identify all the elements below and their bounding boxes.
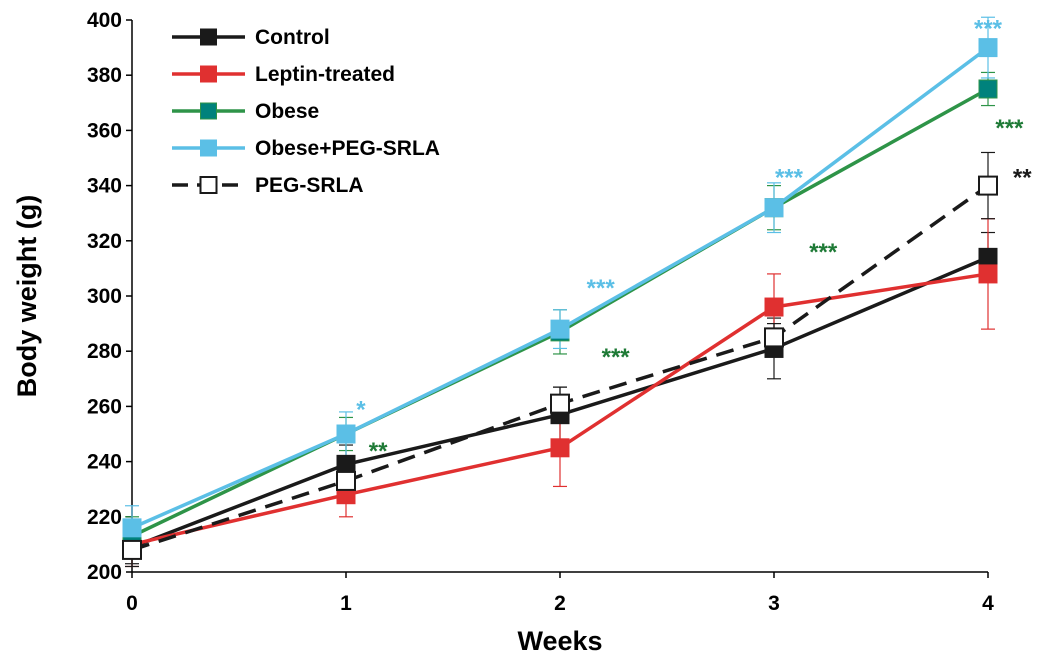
y-tick-label: 380 xyxy=(87,64,122,87)
legend-marker xyxy=(200,102,217,120)
legend-marker xyxy=(199,176,218,194)
data-point xyxy=(978,38,998,58)
data-point xyxy=(336,470,356,491)
data-point xyxy=(978,175,998,196)
data-point xyxy=(764,297,784,317)
data-point xyxy=(336,424,356,444)
significance-mark: *** xyxy=(974,16,1003,43)
legend-marker xyxy=(200,139,217,157)
significance-mark: ** xyxy=(1013,165,1032,192)
legend-marker xyxy=(200,65,217,83)
y-tick-label: 340 xyxy=(87,175,122,198)
legend-label: Control xyxy=(255,26,330,49)
y-tick-label: 360 xyxy=(87,119,122,142)
significance-mark: *** xyxy=(995,115,1024,142)
y-tick-label: 400 xyxy=(87,9,122,32)
y-tick-label: 220 xyxy=(87,506,122,529)
axes: 200 220 240 260 280 300 320 340 360 380 400 0 1 2 3 4 xyxy=(87,9,994,615)
data-point xyxy=(122,518,142,538)
legend-label: Leptin-treated xyxy=(255,63,395,86)
data-point xyxy=(764,327,784,348)
y-tick-label: 240 xyxy=(87,451,122,474)
y-tick-label: 300 xyxy=(87,285,122,308)
data-point xyxy=(122,539,142,560)
significance-mark: *** xyxy=(775,165,804,192)
data-point xyxy=(978,79,998,99)
data-point xyxy=(550,393,570,414)
data-point xyxy=(550,438,570,458)
x-tick-label: 1 xyxy=(340,592,352,615)
data-point xyxy=(550,319,570,339)
significance-mark: ** xyxy=(369,438,388,465)
legend-label: Obese xyxy=(255,100,319,123)
significance-annotations: *********************** xyxy=(356,16,1032,465)
data-point xyxy=(336,454,356,474)
legend-marker xyxy=(200,28,217,46)
legend-label: Obese+PEG-SRLA xyxy=(255,137,440,160)
y-tick-label: 280 xyxy=(87,340,122,363)
significance-mark: *** xyxy=(587,275,616,302)
series-markers xyxy=(122,38,998,560)
x-tick-label: 4 xyxy=(982,592,994,615)
data-point xyxy=(764,198,784,218)
y-tick-label: 320 xyxy=(87,230,122,253)
y-tick-label: 260 xyxy=(87,395,122,418)
significance-mark: *** xyxy=(602,344,631,371)
y-tick-label: 200 xyxy=(87,561,122,584)
data-point xyxy=(978,264,998,284)
significance-mark: * xyxy=(356,396,366,423)
legend-label: PEG-SRLA xyxy=(255,174,364,197)
legend: Control Leptin-treated Obese Obese+PEG-SRLA… xyxy=(172,26,440,197)
data-point xyxy=(978,247,998,267)
x-tick-label: 3 xyxy=(768,592,780,615)
x-axis-title: Weeks xyxy=(517,626,602,655)
x-tick-label: 2 xyxy=(554,592,566,615)
significance-mark: *** xyxy=(809,239,838,266)
x-tick-label: 0 xyxy=(126,592,138,615)
y-axis-title: Body weight (g) xyxy=(12,195,42,397)
series-line-peg-srla xyxy=(131,184,990,552)
